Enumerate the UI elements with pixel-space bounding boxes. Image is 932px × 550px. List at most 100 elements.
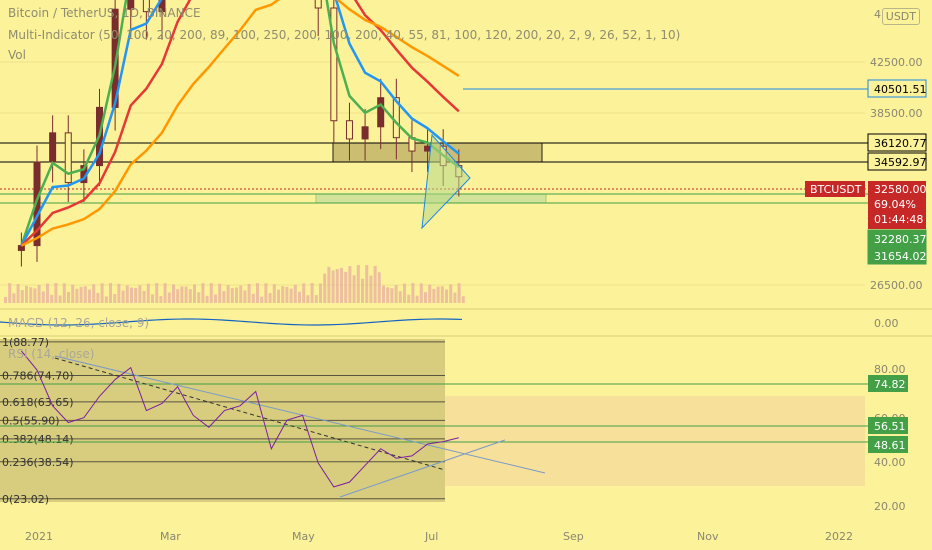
volume-bar [104,296,108,303]
fib-label: 0.618(63.65) [2,396,74,409]
volume-bar [457,283,461,303]
volume-bar [167,292,171,303]
ema-line [20,0,460,247]
price-tick-label: 38500.00 [870,107,923,120]
rsi-trendline-up [339,439,506,498]
candle-body [424,145,432,152]
volume-bar [125,285,129,303]
volume-bar [264,283,268,303]
volume-bar [100,283,104,303]
volume-bar [75,288,79,303]
volume-bar [298,291,301,303]
price-tick-label: 42500.00 [870,56,923,69]
rsi-trendline-down [54,355,546,474]
volume-bar [46,283,49,303]
volume-bar [398,291,402,303]
volume-bar [277,289,280,303]
candle-body [33,161,41,247]
volume-bar [92,284,96,303]
volume-bar [109,283,112,303]
volume-bar [415,295,419,303]
volume-bar [146,283,150,303]
volume-bar [226,285,230,303]
candle-body [49,132,57,163]
current-price-change: 69.04% [874,198,916,211]
price-tag-value: 34592.97 [874,156,927,169]
volume-bar [453,292,457,303]
macd-line [0,318,463,326]
fib-label: 0.5(55.90) [2,414,60,427]
volume-bar [340,267,343,303]
triangle-pattern [421,133,471,230]
ema-line [20,0,460,247]
current-price-tag [868,181,926,229]
volume-bar [310,283,314,303]
current-price-countdown: 01:44:48 [874,213,923,226]
currency-unit-button[interactable]: USDT [881,8,920,25]
volume-bar [285,286,289,303]
volume-bar [243,290,247,303]
volume-bar [230,288,234,303]
indicator-title[interactable]: Multi-Indicator (50, 100, 20, 200, 89, 1… [8,28,681,42]
volume-bar [352,275,356,303]
volume-bar [113,293,117,303]
volume-bar [58,295,62,303]
volume-bar [377,272,381,303]
volume-bar [411,283,415,303]
volume-bar [335,269,339,303]
volume-bar [289,288,293,303]
volume-bar [323,273,327,303]
fib-label: 1(88.77) [2,336,49,349]
volume-bar [20,290,24,303]
volume-bar [306,295,310,303]
fib-label: 0.382(48.14) [2,433,74,446]
volume-bar [251,293,255,303]
volume-bar [239,285,243,303]
volume-bar [281,286,285,303]
volume-bar [4,297,7,303]
rsi-line [21,350,459,488]
volume-bar [172,284,175,303]
volume-bar [449,284,453,303]
macd-panel [0,318,463,326]
rsi-tag [868,375,908,392]
volume-bar [180,286,184,303]
volume-bar [394,285,398,303]
volume-bar [96,292,100,303]
symbol-tag [805,181,865,197]
price-tag-value: 40501.51 [874,83,927,96]
volume-bar [197,292,201,303]
volume-bar [62,283,66,303]
volume-bar [256,283,259,303]
fib-label: 0.786(74.70) [2,370,74,383]
symbol-tag-text: BTCUSDT [810,183,862,196]
volume-bar [209,283,213,303]
fib-levels: 1(88.77) 0.786(74.70) 0.618(63.65) 0.5(55.9… [0,336,445,506]
time-tick-label: 2021 [25,530,53,543]
volume-bar [407,294,411,303]
volume-bar [71,284,75,303]
volume-bar [159,296,163,303]
volume-bar [260,296,264,303]
volume-bar [142,290,146,303]
rsi-label[interactable]: RSI (14, close) [8,347,95,361]
volume-bar [272,284,276,303]
time-tick-label: Mar [160,530,181,543]
price-tick-label-top: 4 [874,8,881,21]
volume-bar [117,283,121,303]
rsi-tag-value: 74.82 [874,378,906,391]
volume-bar [79,286,83,303]
time-tick-label: Nov [697,530,719,543]
volume-bar [134,287,138,303]
symbol-title[interactable]: Bitcoin / TetherUS, 1D, BINANCE [8,6,201,20]
time-tick-label: 2022 [825,530,853,543]
volume-bar [445,289,448,303]
volume-bar [25,285,28,303]
volume-bar [214,294,217,303]
macd-label[interactable]: MACD (12, 26, close, 9) [8,316,150,330]
volume-bar [201,283,205,303]
price-tag [867,79,927,98]
volume-bar [54,283,58,303]
time-axis: 2021 Mar May Jul Sep Nov 2022 [25,530,853,543]
